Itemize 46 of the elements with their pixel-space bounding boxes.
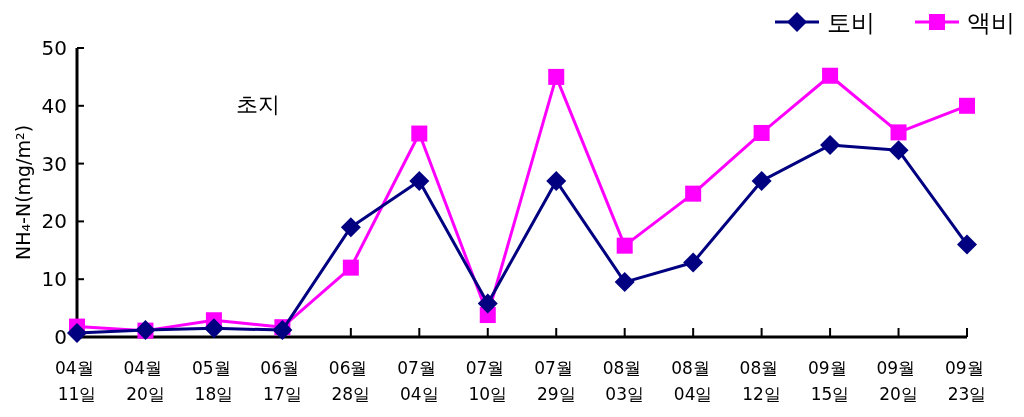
point bbox=[616, 237, 633, 254]
x-tick-label: 08월 03일 bbox=[602, 358, 647, 404]
y-tick-label: 50 bbox=[41, 36, 67, 60]
x-tick-label: 05월 18일 bbox=[191, 358, 236, 404]
x-tick-label: 06월 17일 bbox=[260, 358, 305, 404]
point bbox=[409, 170, 430, 191]
annotation: 초지 bbox=[236, 92, 280, 117]
point bbox=[685, 185, 702, 202]
point bbox=[890, 124, 907, 141]
point bbox=[272, 320, 293, 341]
x-tick-label: 06월 28일 bbox=[328, 358, 373, 404]
y-tick-label: 0 bbox=[54, 325, 67, 349]
x-tick-label: 08월 04일 bbox=[671, 358, 716, 404]
point bbox=[411, 125, 428, 142]
x-tick-label: 09월 15일 bbox=[808, 358, 853, 404]
legend-label: 액비 bbox=[967, 9, 1015, 37]
point bbox=[820, 135, 841, 156]
point bbox=[957, 234, 977, 255]
point bbox=[546, 170, 567, 191]
y-tick-label: 40 bbox=[41, 93, 67, 118]
x-tick-label: 07월 04일 bbox=[397, 358, 442, 404]
x-tick-label: 09월 20일 bbox=[876, 358, 921, 404]
x-tick-label: 07월 29일 bbox=[534, 358, 579, 404]
point bbox=[340, 217, 361, 238]
x-tick-label: 04월 20일 bbox=[123, 358, 168, 404]
point bbox=[683, 252, 704, 273]
point bbox=[822, 67, 839, 84]
y-tick-label: 10 bbox=[41, 267, 67, 292]
point bbox=[67, 322, 87, 343]
point bbox=[548, 68, 565, 85]
x-tick-label: 04월 11일 bbox=[54, 358, 100, 404]
point bbox=[751, 170, 772, 191]
point bbox=[477, 293, 498, 314]
y-axis-title: NH₄-N(mg/m²) bbox=[12, 124, 34, 261]
point bbox=[959, 97, 975, 114]
point bbox=[888, 140, 909, 161]
y-tick-label: 20 bbox=[41, 209, 67, 234]
x-tick-label: 08월 12일 bbox=[739, 358, 784, 404]
point bbox=[753, 124, 770, 141]
point bbox=[203, 318, 224, 339]
y-tick-label: 30 bbox=[41, 151, 67, 176]
x-tick-label: 09월 23일 bbox=[944, 358, 990, 404]
point bbox=[614, 272, 635, 293]
x-tick-label: 07월 10일 bbox=[465, 358, 510, 404]
point bbox=[342, 259, 359, 276]
legend-label: 토비 bbox=[827, 9, 875, 37]
